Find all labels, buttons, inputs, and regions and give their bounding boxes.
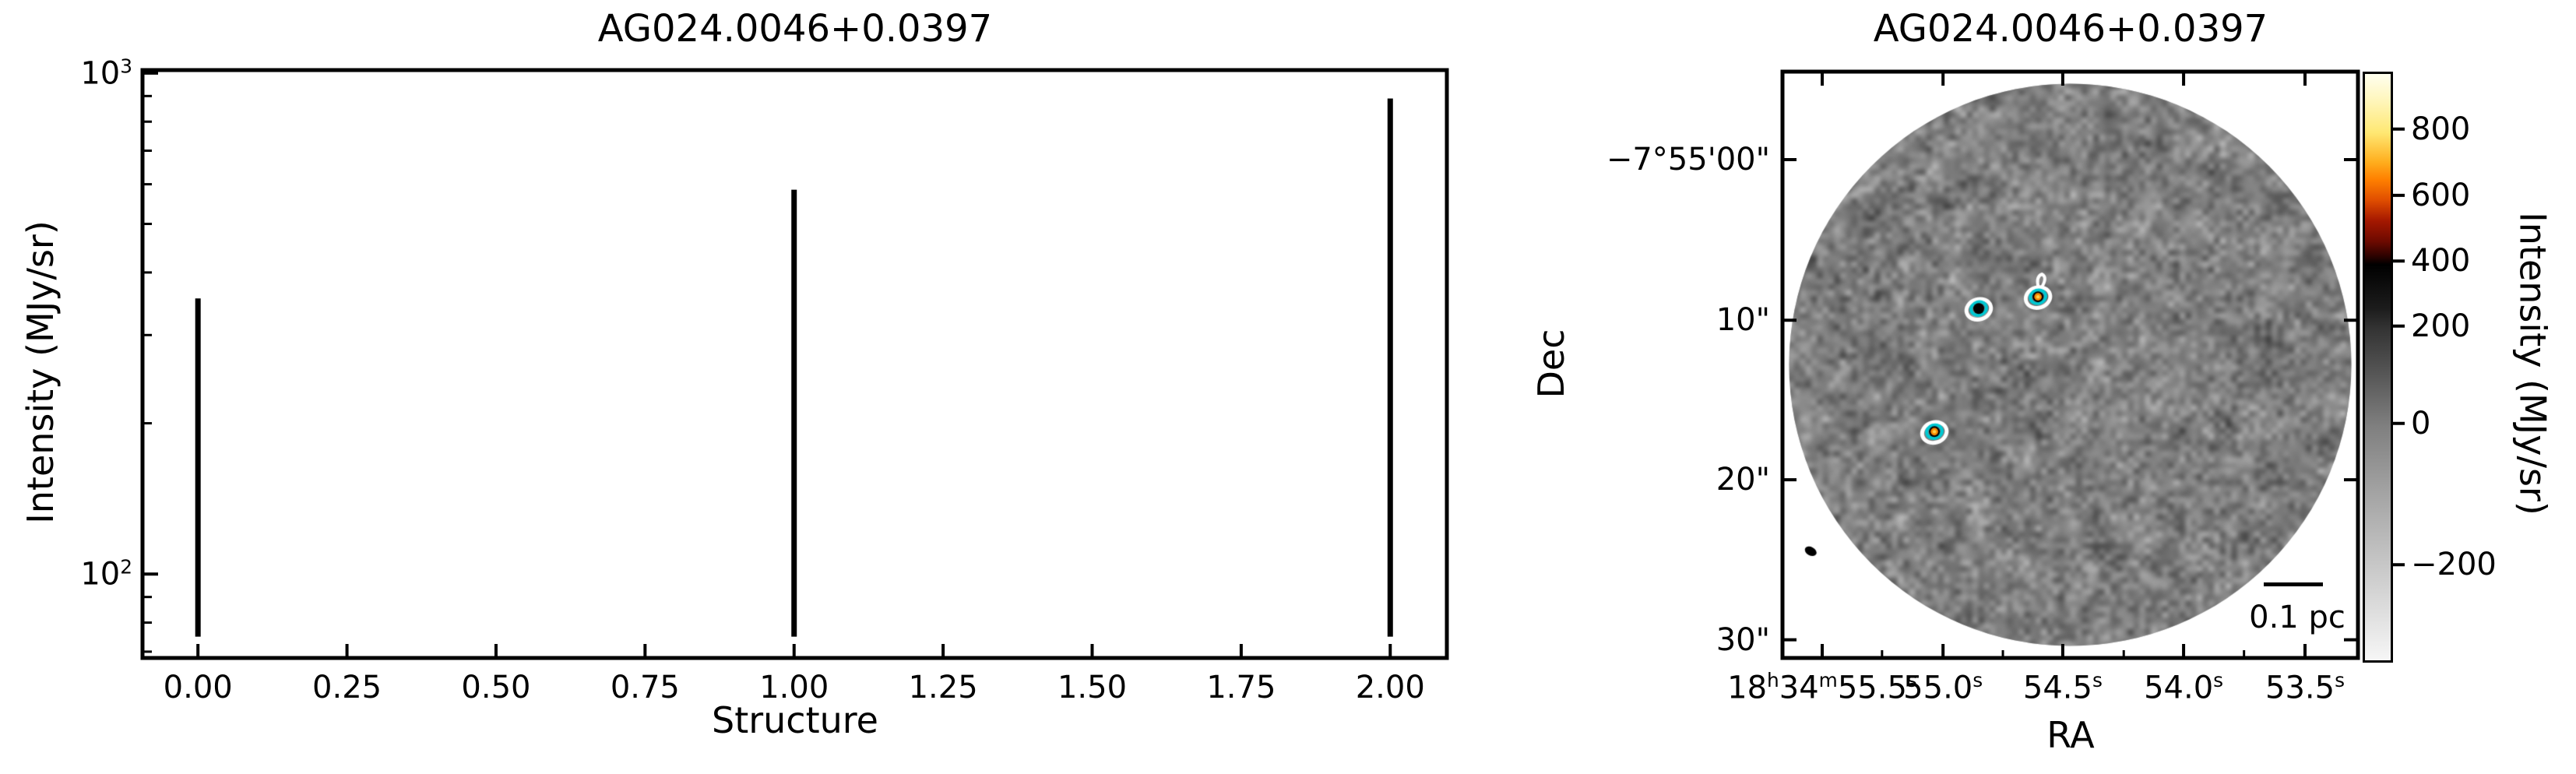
dec-tick-label: 10" — [1716, 302, 1770, 339]
x-tick-label: 0.25 — [312, 670, 382, 705]
right-chart-title: AG024.0046+0.0397 — [1873, 7, 2268, 51]
left-chart-title: AG024.0046+0.0397 — [597, 7, 993, 51]
dec-tick-label: 30" — [1716, 621, 1770, 658]
dec-tick-label: −7°55'00" — [1606, 141, 1770, 178]
scalebar-label: 0.1 pc — [2249, 600, 2345, 635]
x-tick-label: 1.50 — [1057, 670, 1128, 705]
colorbar-tick-label: −200 — [2411, 547, 2497, 583]
ra-tick-label: 18h34m55.5s — [1727, 669, 1917, 706]
colorbar — [2363, 72, 2393, 663]
colorbar-tick-label: 200 — [2411, 308, 2471, 344]
ra-tick-label: 53.5s — [2265, 669, 2345, 706]
x-tick-label: 1.75 — [1206, 670, 1276, 705]
x-tick-label: 1.25 — [908, 670, 978, 705]
x-tick-label: 2.00 — [1355, 670, 1425, 705]
x-tick-label: 0.75 — [610, 670, 680, 705]
scalebar-line — [2264, 582, 2323, 586]
colorbar-tick-label: 0 — [2411, 405, 2431, 442]
x-tick-label: 0.00 — [163, 670, 233, 705]
ra-tick-label: 55.0s — [1903, 669, 1983, 706]
colorbar-axis-label: Intensity (MJy/sr) — [2511, 212, 2554, 515]
y-tick-label: 102 — [80, 555, 132, 593]
ra-tick-label: 54.5s — [2022, 669, 2103, 706]
left-y-axis-label: Intensity (MJy/sr) — [19, 220, 62, 524]
dec-axis-label: Dec — [1529, 329, 1572, 399]
colorbar-tick-label: 600 — [2411, 177, 2471, 213]
colorbar-tick-label: 800 — [2411, 111, 2471, 147]
ra-tick-label: 54.0s — [2144, 669, 2224, 706]
ra-axis-label: RA — [2046, 714, 2095, 756]
x-tick-label: 1.00 — [759, 670, 829, 705]
dec-tick-label: 20" — [1716, 462, 1770, 498]
y-tick-label: 103 — [80, 55, 132, 92]
left-x-axis-label: Structure — [712, 699, 878, 741]
sky-map-image — [1782, 72, 2358, 658]
colorbar-tick-label: 400 — [2411, 243, 2471, 280]
x-tick-label: 0.50 — [461, 670, 531, 705]
